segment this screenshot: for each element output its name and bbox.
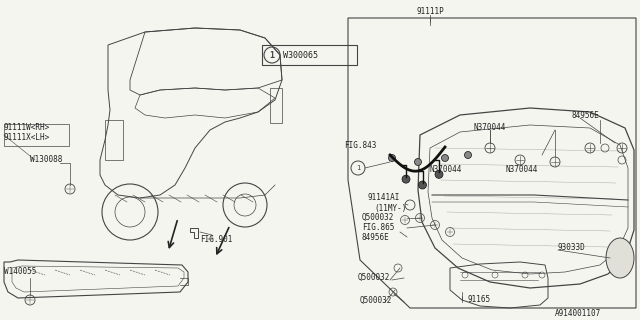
Text: W300065: W300065 (283, 51, 318, 60)
Bar (270, 88, 282, 123)
Text: 1: 1 (356, 165, 360, 171)
Text: W130088: W130088 (30, 156, 62, 164)
Bar (262, 45, 357, 65)
Text: FIG.865: FIG.865 (362, 222, 394, 231)
Text: N370044: N370044 (430, 165, 462, 174)
Text: 91111P: 91111P (416, 7, 444, 17)
Circle shape (415, 158, 422, 165)
Circle shape (465, 151, 472, 158)
Text: 91165: 91165 (468, 295, 491, 305)
Text: N370044: N370044 (505, 165, 538, 174)
Bar (4, 124, 69, 146)
Circle shape (388, 155, 396, 162)
Circle shape (419, 181, 426, 189)
Text: Q500032: Q500032 (360, 295, 392, 305)
Text: 84956E: 84956E (362, 233, 390, 242)
Text: FIG.901: FIG.901 (200, 235, 232, 244)
Text: 91111X<LH>: 91111X<LH> (4, 133, 51, 142)
Text: FIG.843: FIG.843 (344, 140, 376, 149)
Text: 91111W<RH>: 91111W<RH> (4, 124, 51, 132)
Bar (105, 120, 123, 160)
Text: 84956E: 84956E (572, 110, 600, 119)
Text: W140055: W140055 (4, 268, 36, 276)
Circle shape (442, 155, 449, 162)
Circle shape (402, 175, 410, 183)
Ellipse shape (606, 238, 634, 278)
Text: N370044: N370044 (474, 123, 506, 132)
Text: 93033D: 93033D (558, 244, 586, 252)
Circle shape (435, 170, 443, 178)
Text: (11MY-): (11MY-) (374, 204, 406, 212)
Text: 91141AI: 91141AI (367, 194, 399, 203)
Text: Q500032: Q500032 (358, 273, 390, 282)
Text: Q500032: Q500032 (362, 212, 394, 221)
Text: 1: 1 (269, 51, 275, 60)
Text: A914001107: A914001107 (555, 309, 601, 318)
